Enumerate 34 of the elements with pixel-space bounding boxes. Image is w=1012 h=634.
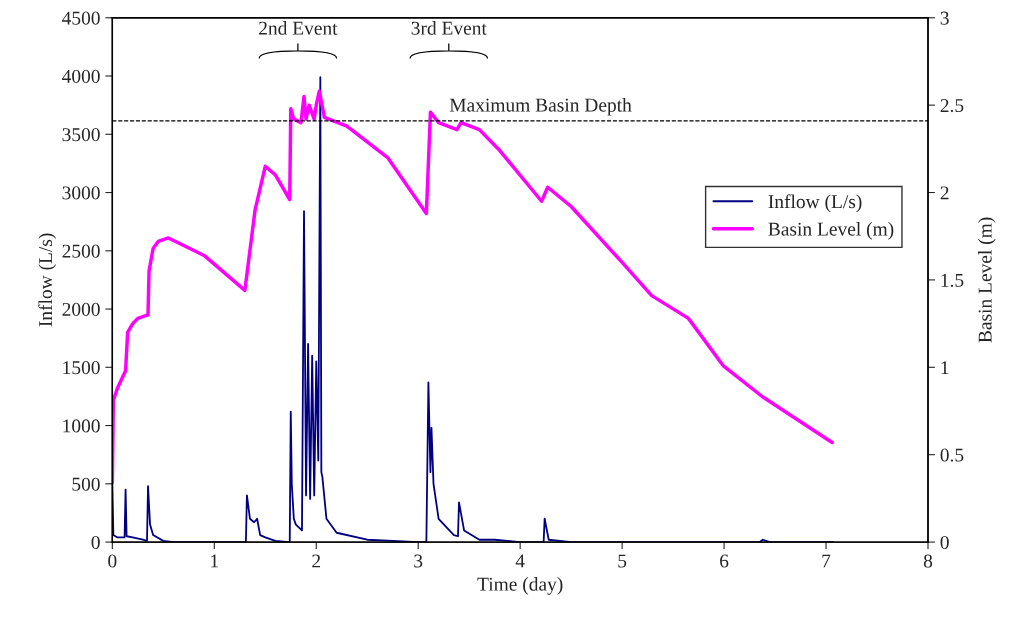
ref-line-label: Maximum Basin Depth [449, 97, 632, 116]
y2-tick-label: 2.5 [940, 99, 964, 113]
x-tick-label: 1 [211, 554, 218, 568]
y-tick-label: 1500 [63, 361, 100, 375]
annotation: 3rd Event [411, 21, 487, 35]
x-tick-label: 6 [720, 554, 729, 568]
y-tick-label: 4000 [62, 69, 100, 83]
x-tick-label: 8 [923, 554, 933, 568]
y2-tick-label: 0.5 [940, 448, 964, 462]
x-axis-title: Time (day) [477, 577, 563, 595]
y-tick-label: 0 [91, 535, 100, 550]
y2-tick-label: 0 [940, 535, 949, 550]
annotation: 2nd Event [259, 21, 338, 35]
y-tick-label: 2000 [62, 302, 100, 316]
y-axis-title: Inflow (L/s) [38, 233, 57, 327]
legend-label: Inflow (L/s) [768, 194, 862, 213]
y2-axis-title: Basin Level (m) [978, 217, 996, 343]
x-tick-label: 0 [108, 554, 117, 568]
x-tick-label: 7 [822, 554, 831, 568]
x-tick-label: 5 [618, 554, 627, 568]
y2-tick-label: 1.5 [941, 273, 964, 287]
y-tick-label: 500 [72, 477, 100, 491]
y-tick-label: 4500 [62, 11, 100, 25]
y2-tick-label: 3 [940, 11, 949, 25]
x-tick-label: 3 [414, 554, 423, 568]
x-tick-label: 4 [515, 554, 525, 568]
y2-tick-label: 1 [941, 361, 949, 375]
y-tick-label: 2500 [62, 244, 100, 258]
x-tick-label: 2 [312, 554, 321, 568]
y-tick-label: 3000 [62, 186, 100, 200]
y-tick-label: 3500 [62, 128, 100, 142]
legend-label: Basin Level (m) [768, 222, 894, 240]
y2-tick-label: 2 [940, 186, 949, 200]
y-tick-label: 1000 [63, 419, 100, 433]
